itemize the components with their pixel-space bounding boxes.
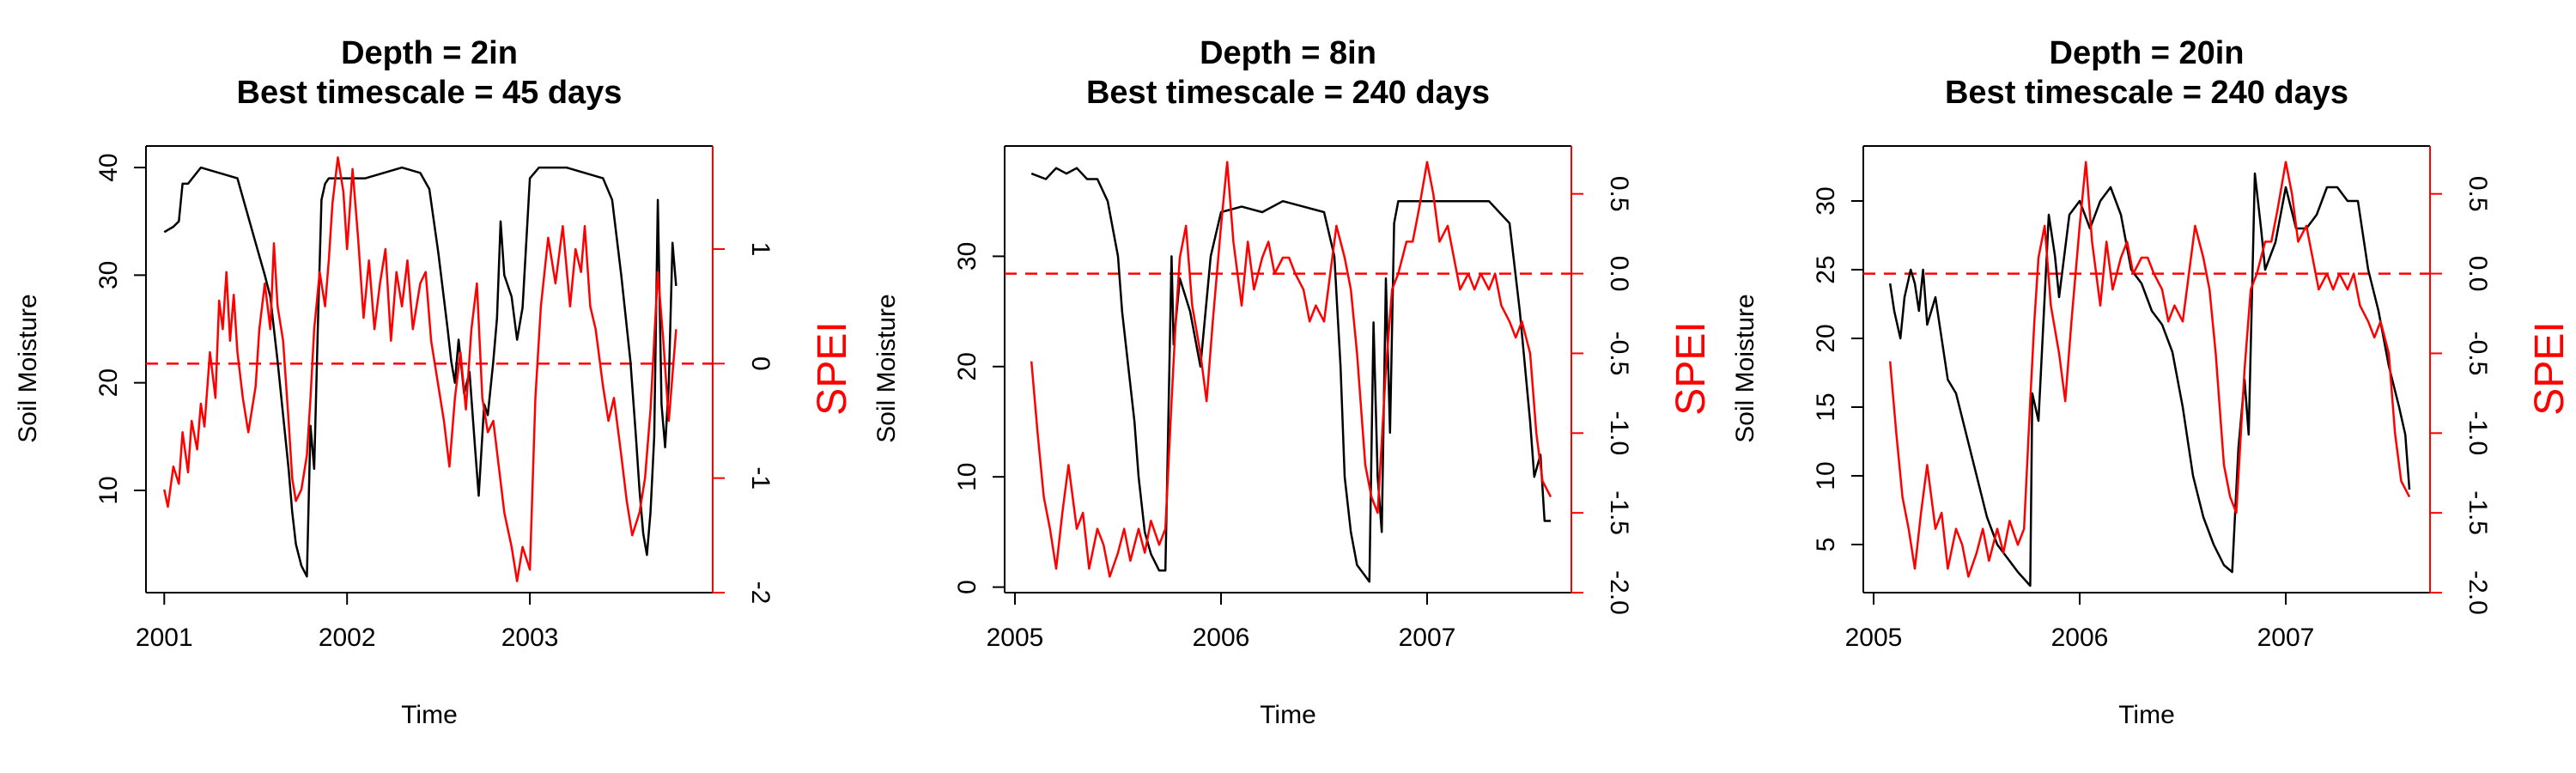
y2-tick-label: -1.5 xyxy=(2464,490,2492,535)
y-tick-label: 30 xyxy=(94,261,123,289)
y-tick-label: 30 xyxy=(953,242,981,271)
x-tick-label: 2006 xyxy=(2051,624,2109,652)
x-tick-label: 2001 xyxy=(136,624,193,652)
y-tick-label: 10 xyxy=(94,476,123,504)
x-tick-label: 2005 xyxy=(1845,624,1903,652)
y-axis-label: Soil Moisture xyxy=(1731,294,1759,442)
x-axis-label: Time xyxy=(1260,701,1316,729)
chart-title-line1: Depth = 20in xyxy=(2050,35,2245,71)
x-tick-label: 2005 xyxy=(987,624,1044,652)
chart-panel-depth-2in: Depth = 2in Best timescale = 45 days Tim… xyxy=(14,35,855,729)
y-tick-label: 30 xyxy=(1812,186,1840,215)
soil-moisture-series-line xyxy=(1888,172,2411,587)
y-axis-label: Soil Moisture xyxy=(872,294,901,442)
y-tick-label: 5 xyxy=(1812,538,1840,552)
y2-tick-label: -2.0 xyxy=(1605,570,1633,615)
y-tick-label: 20 xyxy=(953,352,981,380)
y-tick-label: 0 xyxy=(953,580,981,594)
y-tick-label: 10 xyxy=(1812,461,1840,490)
y-tick-label: 20 xyxy=(94,368,123,397)
chart-title-line1: Depth = 8in xyxy=(1200,35,1376,71)
y-axis-label: Soil Moisture xyxy=(14,294,42,442)
y2-axis-label: SPEI xyxy=(810,321,855,415)
x-tick-label: 2007 xyxy=(1399,624,1456,652)
y-tick-label: 15 xyxy=(1812,393,1840,421)
spei-series-line xyxy=(1888,161,2411,578)
y-tick-label: 10 xyxy=(953,462,981,490)
y2-tick-label: 0.5 xyxy=(2464,176,2492,212)
y-tick-label: 40 xyxy=(94,153,123,181)
chart-panel-depth-8in: Depth = 8in Best timescale = 240 days Ti… xyxy=(872,35,1714,729)
y2-tick-label: 1 xyxy=(746,242,775,257)
y-tick-label: 20 xyxy=(1812,324,1840,352)
spei-series-line xyxy=(1030,161,1552,578)
chart-title-line2: Best timescale = 240 days xyxy=(1945,75,2348,111)
x-tick-label: 2003 xyxy=(501,624,559,652)
x-axis-label: Time xyxy=(401,701,458,729)
x-tick-label: 2002 xyxy=(319,624,376,652)
y2-tick-label: 0.0 xyxy=(2464,256,2492,292)
x-axis-label: Time xyxy=(2118,701,2175,729)
y-tick-label: 25 xyxy=(1812,255,1840,283)
spei-series-line xyxy=(163,156,677,582)
y2-tick-label: -2.0 xyxy=(2464,570,2492,615)
soil-moisture-series-line xyxy=(1030,167,1551,583)
x-tick-label: 2006 xyxy=(1193,624,1250,652)
chart-title-line1: Depth = 2in xyxy=(341,35,518,71)
y2-tick-label: -1.0 xyxy=(1605,411,1633,455)
y2-tick-label: -0.5 xyxy=(1605,332,1633,376)
y2-tick-label: 0.5 xyxy=(1605,176,1633,212)
soil-moisture-series-line xyxy=(163,166,677,578)
y2-axis-label: SPEI xyxy=(1668,321,1714,415)
x-tick-label: 2007 xyxy=(2257,624,2315,652)
y2-tick-label: 0.0 xyxy=(1605,256,1633,292)
y2-tick-label: 0 xyxy=(746,356,775,371)
y2-tick-label: -1.0 xyxy=(2464,411,2492,455)
y2-axis-label: SPEI xyxy=(2527,321,2573,415)
y2-tick-label: -0.5 xyxy=(2464,332,2492,376)
chart-panel-depth-20in: Depth = 20in Best timescale = 240 days T… xyxy=(1731,35,2573,729)
chart-title-line2: Best timescale = 240 days xyxy=(1086,75,1490,111)
y2-tick-label: -2 xyxy=(746,581,775,605)
y2-tick-label: -1.5 xyxy=(1605,490,1633,535)
chart-title-line2: Best timescale = 45 days xyxy=(237,75,623,111)
y2-tick-label: -1 xyxy=(746,466,775,490)
